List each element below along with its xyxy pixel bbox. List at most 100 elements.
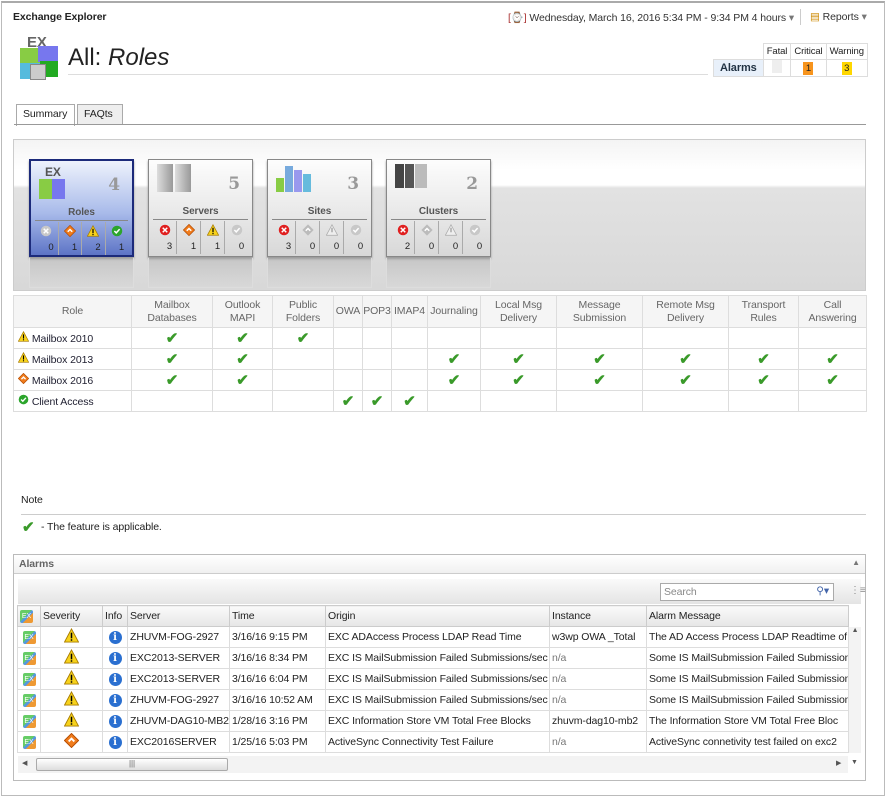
info-cell[interactable]: i [102, 731, 128, 753]
tile-sites[interactable]: 3 Sites 3 0 0 0 [267, 159, 372, 257]
feature-cell [391, 348, 428, 370]
info-cell[interactable]: i [102, 626, 128, 648]
column-header[interactable]: Server [127, 605, 230, 627]
column-header[interactable]: Time [229, 605, 326, 627]
scroll-left-icon[interactable]: ◀ [22, 760, 28, 767]
fatal-count[interactable] [762, 59, 792, 77]
info-cell[interactable]: i [102, 647, 128, 669]
status-count: 2 [404, 241, 410, 252]
info-cell[interactable]: i [102, 710, 128, 732]
vertical-scrollbar[interactable]: ▲ [848, 627, 861, 753]
tile-status-cell[interactable]: 0 [439, 221, 463, 254]
status-count: 1 [190, 241, 196, 252]
alarm-row[interactable]: EX i EXC2013-SERVER 3/16/16 6:04 PM EXC … [17, 668, 849, 690]
message-cell: The AD Access Process LDAP Readtime of [646, 626, 849, 648]
tile-roles[interactable]: EX 4 Roles 0 1 2 1 [29, 159, 134, 257]
column-chooser-icon[interactable]: ⋮≡ [850, 585, 866, 596]
tile-servers[interactable]: 5 Servers 3 1 1 0 [148, 159, 253, 257]
type-cell: EX [17, 689, 41, 711]
column-header-label: Alarm Message [649, 610, 721, 622]
critical-count[interactable]: 1 [790, 59, 827, 77]
role-cell[interactable]: Mailbox 2010 [13, 327, 132, 349]
feature-cell: ✔ [427, 348, 481, 370]
tile-name: Sites [307, 206, 332, 217]
feature-cell [480, 327, 557, 349]
origin-cell: EXC ADAccess Process LDAP Read Time [325, 626, 550, 648]
role-cell[interactable]: Mailbox 2016 [13, 369, 132, 391]
feature-cell [556, 390, 643, 412]
feature-cell [728, 390, 799, 412]
horizontal-scrollbar[interactable]: ◀ ||| ▶ [18, 756, 848, 773]
column-header[interactable]: Instance [549, 605, 647, 627]
check-icon: ✔ [370, 393, 384, 410]
info-icon[interactable]: i [108, 672, 122, 686]
feature-cell: ✔ [480, 369, 557, 391]
column-header[interactable]: Origin [325, 605, 550, 627]
info-cell[interactable]: i [102, 689, 128, 711]
search-icon[interactable]: ⚲▾ [816, 585, 829, 597]
feature-cell: ✔ [427, 369, 481, 391]
column-header[interactable]: Alarm Message [646, 605, 849, 627]
alarm-row[interactable]: EX i ZHUVM-FOG-2927 3/16/16 9:15 PM EXC … [17, 626, 849, 648]
tile-status-cell[interactable]: 0 [225, 221, 248, 254]
role-cell[interactable]: Client Access [13, 390, 132, 412]
tile-status-cell[interactable]: 3 [153, 221, 177, 254]
tile-status-cell[interactable]: 1 [201, 221, 225, 254]
severity-cell [40, 647, 103, 669]
table-row: Mailbox 2016 ✔ ✔ ✔ ✔ ✔ ✔ ✔ ✔ [13, 369, 867, 391]
instance-cell: n/a [549, 668, 647, 690]
tile-status-cell[interactable]: 0 [35, 222, 59, 255]
scroll-thumb[interactable]: ||| [36, 758, 228, 771]
feature-cell: ✔ [212, 348, 273, 370]
grayd-icon [302, 224, 314, 236]
alarm-row[interactable]: EX i EXC2016SERVER 1/25/16 5:03 PM Activ… [17, 731, 849, 753]
warning-count[interactable]: 3 [825, 59, 868, 77]
tile-status-cell[interactable]: 1 [177, 221, 201, 254]
info-icon[interactable]: i [108, 735, 122, 749]
column-header[interactable]: Info [102, 605, 128, 627]
time-range-selector[interactable]: [⌚] Wednesday, March 16, 2016 5:34 PM - … [508, 11, 794, 24]
info-icon[interactable]: i [108, 651, 122, 665]
tile-status-cell[interactable]: 0 [415, 221, 439, 254]
feature-cell [798, 390, 867, 412]
info-icon[interactable]: i [108, 630, 122, 644]
alarm-row[interactable]: EX i EXC2013-SERVER 3/16/16 8:34 PM EXC … [17, 647, 849, 669]
info-cell[interactable]: i [102, 668, 128, 690]
scroll-right-icon[interactable]: ▶ [836, 760, 842, 767]
check-icon: ✔ [403, 393, 416, 410]
chevron-down-icon: ▾ [788, 12, 794, 24]
status-count: 0 [357, 241, 363, 252]
alarm-row[interactable]: EX i ZHUVM-FOG-2927 3/16/16 10:52 AM EXC… [17, 689, 849, 711]
fatal-icon [159, 224, 171, 236]
tile-status-cell[interactable]: 2 [391, 221, 415, 254]
column-header[interactable]: EX [17, 605, 41, 627]
scroll-down-icon[interactable]: ▼ [851, 759, 858, 766]
tile-status-cell[interactable]: 0 [296, 221, 320, 254]
role-name: Mailbox 2016 [31, 375, 94, 387]
reports-label: Reports [822, 11, 859, 23]
tile-status-cell[interactable]: 2 [82, 222, 106, 255]
collapse-icon[interactable]: ▲ [852, 558, 860, 567]
role-cell[interactable]: Mailbox 2013 [13, 348, 132, 370]
tab-summary[interactable]: Summary [16, 104, 75, 126]
tile-status-cell[interactable]: 0 [344, 221, 367, 254]
reports-menu[interactable]: ▤ Reports ▾ [810, 11, 867, 23]
search-input[interactable]: Search ⚲▾ [660, 583, 834, 601]
severity-cell [40, 710, 103, 732]
info-icon[interactable]: i [108, 714, 122, 728]
tile-status-cell[interactable]: 1 [106, 222, 129, 255]
tile-status-cell[interactable]: 0 [463, 221, 486, 254]
column-header-label: Time [232, 610, 255, 622]
info-icon[interactable]: i [108, 693, 122, 707]
tile-clusters[interactable]: 2 Clusters 2 0 0 0 [386, 159, 491, 257]
tab-faqts[interactable]: FAQts [77, 104, 123, 125]
tile-status-cell[interactable]: 1 [59, 222, 82, 255]
tile-status-cell[interactable]: 3 [272, 221, 296, 254]
note-divider [21, 514, 866, 515]
column-header[interactable]: Severity [40, 605, 103, 627]
alarm-row[interactable]: EX i ZHUVM-DAG10-MB2 1/28/16 3:16 PM EXC… [17, 710, 849, 732]
feature-cell [333, 369, 363, 391]
origin-cell: EXC Information Store VM Total Free Bloc… [325, 710, 550, 732]
tile-status-cell[interactable]: 0 [320, 221, 344, 254]
server-cell: ZHUVM-FOG-2927 [127, 689, 230, 711]
